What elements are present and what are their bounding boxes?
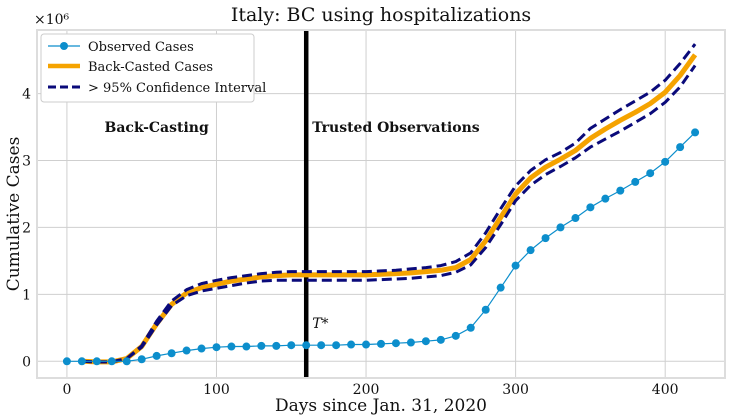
observed-point bbox=[137, 355, 146, 364]
y-tick-label-2: 2 bbox=[22, 220, 31, 236]
observed-point bbox=[571, 214, 580, 223]
y-tick-label-1: 1 bbox=[22, 287, 31, 303]
legend-box bbox=[40, 33, 255, 103]
observed-point bbox=[496, 283, 505, 292]
observed-point bbox=[451, 331, 460, 340]
region-label-back-casting: Back-Casting bbox=[105, 120, 209, 136]
y-scale-label: ×10⁶ bbox=[34, 12, 70, 28]
legend-backcast-label: Back-Casted Cases bbox=[88, 60, 213, 75]
observed-point bbox=[466, 323, 475, 332]
x-tick-label-100: 100 bbox=[203, 382, 230, 398]
backcast-series-line bbox=[81, 53, 698, 365]
observed-point bbox=[77, 357, 86, 366]
observed-point bbox=[347, 340, 356, 349]
tick-labels: 0 100 200 300 400 0 1 2 3 4 bbox=[22, 87, 678, 398]
series-layer bbox=[62, 30, 700, 378]
observed-point bbox=[691, 128, 700, 137]
y-axis-label: Cumulative Cases bbox=[4, 137, 24, 292]
observed-point bbox=[62, 357, 71, 366]
observed-point bbox=[676, 143, 685, 152]
x-tick-label-400: 400 bbox=[652, 382, 679, 398]
x-tick-label-300: 300 bbox=[502, 382, 529, 398]
chart-title: Italy: BC using hospitalizations bbox=[231, 4, 531, 26]
observed-point bbox=[197, 344, 206, 353]
plot-frame bbox=[36, 29, 726, 379]
observed-point bbox=[317, 341, 326, 350]
observed-point bbox=[556, 223, 565, 232]
x-tick-label-200: 200 bbox=[353, 382, 380, 398]
observed-point bbox=[406, 338, 415, 347]
observed-point bbox=[242, 342, 251, 351]
observed-point bbox=[122, 357, 131, 366]
observed-point bbox=[287, 341, 296, 350]
region-labels: Back-Casting Trusted Observations bbox=[105, 120, 480, 136]
observed-point bbox=[436, 335, 445, 344]
observed-point bbox=[107, 357, 116, 366]
observed-point bbox=[526, 246, 535, 255]
observed-point bbox=[616, 186, 625, 195]
observed-point bbox=[421, 337, 430, 346]
observed-point bbox=[257, 341, 266, 350]
ci-upper-line bbox=[81, 43, 697, 364]
region-label-trusted-observations: Trusted Observations bbox=[312, 120, 480, 136]
x-tick-label-0: 0 bbox=[62, 382, 71, 398]
observed-point bbox=[481, 305, 490, 314]
observed-point bbox=[661, 157, 670, 166]
observed-point bbox=[377, 339, 385, 348]
observed-point bbox=[167, 349, 176, 358]
legend-observed-marker bbox=[60, 42, 68, 50]
observed-point bbox=[646, 169, 655, 178]
observed-point bbox=[631, 177, 640, 186]
y-tick-label-4: 4 bbox=[22, 87, 31, 103]
observed-point bbox=[586, 203, 595, 212]
legend-ci-label: > 95% Confidence Interval bbox=[88, 81, 266, 96]
observed-point bbox=[332, 341, 341, 350]
observed-point bbox=[541, 234, 550, 243]
y-tick-label-3: 3 bbox=[22, 154, 31, 170]
ci-lower-line bbox=[81, 64, 697, 364]
legend-observed-label: Observed Cases bbox=[88, 40, 194, 55]
observed-point bbox=[152, 351, 161, 360]
observed-point bbox=[601, 194, 610, 203]
observed-point bbox=[511, 261, 520, 270]
y-tick-label-0: 0 bbox=[22, 354, 31, 370]
observed-point bbox=[391, 339, 400, 348]
x-axis-label: Days since Jan. 31, 2020 bbox=[275, 396, 487, 416]
observed-point bbox=[362, 340, 371, 349]
legend: Observed Cases Back-Casted Cases > 95% C… bbox=[40, 33, 266, 103]
gridlines bbox=[37, 30, 725, 378]
observed-point bbox=[272, 341, 281, 350]
observed-point bbox=[227, 342, 236, 351]
observed-point bbox=[92, 357, 101, 366]
t-star-label: T* bbox=[312, 316, 328, 332]
observed-point bbox=[302, 341, 311, 350]
observed-point bbox=[212, 343, 221, 352]
observed-point bbox=[182, 346, 191, 355]
